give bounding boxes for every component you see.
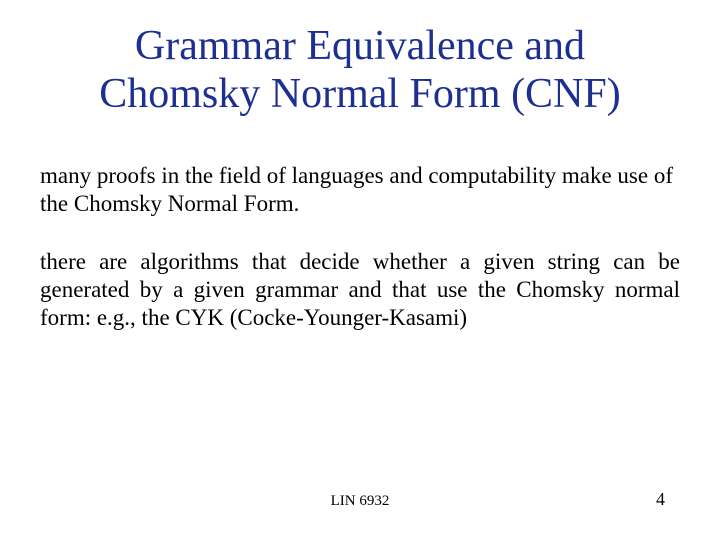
paragraph-1: many proofs in the field of languages an… xyxy=(40,162,680,218)
title-line-1: Grammar Equivalence and xyxy=(135,23,585,69)
title-line-2: Chomsky Normal Form (CNF) xyxy=(99,71,621,117)
footer-page-number: 4 xyxy=(656,489,665,510)
slide-container: Grammar Equivalence and Chomsky Normal F… xyxy=(0,0,720,540)
slide-title: Grammar Equivalence and Chomsky Normal F… xyxy=(0,22,720,119)
footer-course-code: LIN 6932 xyxy=(0,493,720,510)
paragraph-2: there are algorithms that decide whether… xyxy=(40,248,680,332)
